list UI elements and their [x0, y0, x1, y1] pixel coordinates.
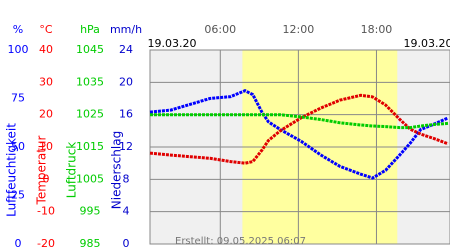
axis-title: Luftdruck [65, 142, 79, 199]
date-right: 19.03.20 [404, 37, 450, 50]
axis-unit: mm/h [110, 23, 142, 36]
y-tick-label: 1045 [76, 43, 104, 56]
y-tick-label: 16 [119, 108, 133, 121]
y-tick-label: 10 [39, 140, 53, 153]
y-tick-label: 0 [43, 172, 50, 185]
axis-unit: °C [39, 23, 53, 36]
y-tick-label: 12 [119, 140, 133, 153]
y-tick-label: 100 [8, 43, 29, 56]
y-tick-label: 25 [11, 189, 25, 202]
series-line [149, 93, 449, 165]
y-tick-label: 8 [123, 172, 130, 185]
y-tick-label: 30 [39, 75, 53, 88]
y-tick-label: -20 [37, 237, 55, 250]
y-tick-label: 995 [80, 205, 101, 218]
y-tick-label: 50 [11, 140, 25, 153]
footer: Erstellt: 09.05.2025 06:07 [175, 236, 306, 247]
y-tick-label: 1005 [76, 172, 104, 185]
y-tick-label: 1015 [76, 140, 104, 153]
series-line [149, 89, 449, 180]
axis-unit: % [13, 23, 23, 36]
x-tick-label: 18:00 [361, 23, 393, 36]
y-tick-label: 0 [123, 237, 130, 250]
y-tick-label: 75 [11, 92, 25, 105]
y-tick-label: 1035 [76, 75, 104, 88]
axis-title: Niederschlag [110, 131, 124, 209]
y-tick-label: 4 [123, 205, 130, 218]
series-line [150, 113, 449, 130]
y-tick-label: 20 [119, 75, 133, 88]
date-left: 19.03.20 [148, 37, 197, 50]
y-tick-label: 40 [39, 43, 53, 56]
axis-unit: hPa [80, 23, 100, 36]
axis-title: Temperatur [35, 135, 49, 205]
y-tick-label: 985 [80, 237, 101, 250]
y-tick-label: 1025 [76, 108, 104, 121]
y-tick-label: 0 [15, 237, 22, 250]
x-tick-label: 06:00 [204, 23, 236, 36]
y-tick-label: 24 [119, 43, 133, 56]
y-tick-label: -10 [37, 205, 55, 218]
x-tick-label: 12:00 [283, 23, 315, 36]
y-tick-label: 20 [39, 108, 53, 121]
axis-title: Luftfeuchtigkeit [5, 123, 19, 217]
